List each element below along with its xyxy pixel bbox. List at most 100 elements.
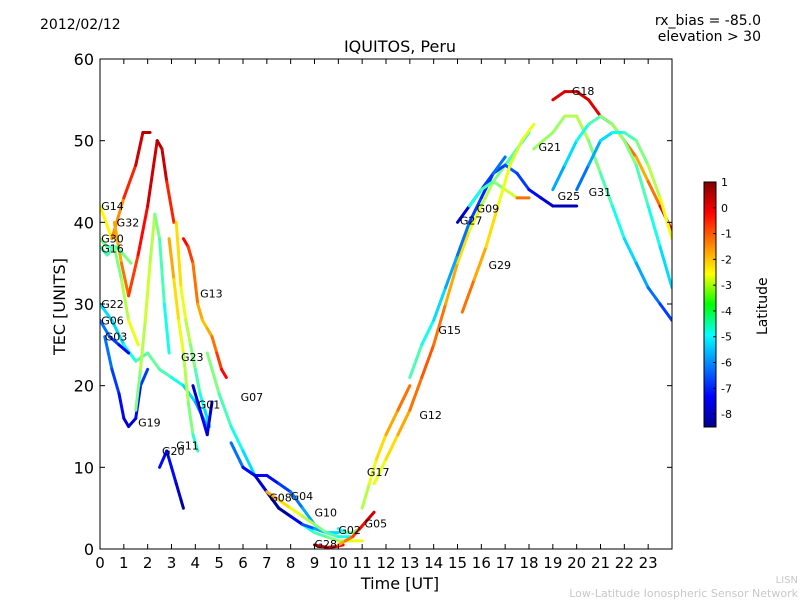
series-segment bbox=[432, 286, 448, 322]
x-axis-ticks: 0 1 2 3 4 5 6 7 8 9 10 11 12 13 14 15 16 17 18 19 20 21 22 23 bbox=[95, 59, 658, 572]
credit-long: Low-Latitude Ionospheric Sensor Network bbox=[569, 587, 798, 600]
series-segment bbox=[496, 163, 512, 208]
series-segment bbox=[158, 367, 173, 379]
y-tick-label: 50 bbox=[74, 132, 94, 151]
series-label: G12 bbox=[419, 409, 442, 422]
series-segment bbox=[503, 188, 519, 200]
y-tick-label: 40 bbox=[74, 213, 94, 232]
series-segment bbox=[155, 139, 164, 151]
series-segment bbox=[479, 180, 495, 208]
series-segment bbox=[646, 204, 662, 249]
x-tick-label: 23 bbox=[639, 554, 658, 572]
credit-short: LISN bbox=[775, 575, 798, 586]
series-label: G07 bbox=[241, 391, 264, 404]
series-segment bbox=[575, 90, 591, 102]
series-segment bbox=[372, 457, 388, 486]
series-segment bbox=[100, 302, 114, 322]
series-segment bbox=[313, 531, 328, 539]
series-segment bbox=[384, 433, 400, 461]
x-tick-label: 12 bbox=[376, 554, 395, 572]
series-segment bbox=[119, 278, 131, 322]
series-segment bbox=[136, 204, 150, 257]
series-segment bbox=[170, 376, 185, 388]
series-segment bbox=[658, 196, 672, 241]
series-segment bbox=[646, 286, 662, 306]
series-segment bbox=[112, 220, 123, 265]
series-label: G32 bbox=[117, 216, 140, 229]
series-g06 bbox=[100, 318, 131, 355]
series-segment bbox=[127, 416, 138, 428]
series-segment bbox=[289, 514, 305, 526]
series-segment bbox=[484, 204, 500, 249]
series-segment bbox=[467, 188, 483, 208]
series-segment bbox=[189, 343, 197, 371]
x-tick-label: 9 bbox=[310, 554, 320, 572]
series-segment bbox=[467, 204, 483, 232]
series-segment bbox=[610, 204, 626, 241]
series-g04 bbox=[241, 465, 340, 535]
series-label: G25 bbox=[558, 190, 581, 203]
series-segment bbox=[634, 139, 650, 167]
series-segment bbox=[110, 318, 126, 347]
series-g15 bbox=[408, 163, 579, 379]
series-segment bbox=[198, 392, 207, 412]
series-segment bbox=[539, 196, 555, 208]
series-segment bbox=[200, 318, 209, 330]
series-segment bbox=[634, 163, 650, 208]
series-segment bbox=[575, 163, 591, 192]
series-label: G11 bbox=[176, 439, 199, 452]
series-label: G02 bbox=[338, 524, 361, 537]
series-segment bbox=[184, 318, 193, 347]
colorbar-tick-label: -3 bbox=[721, 279, 732, 292]
series-segment bbox=[420, 318, 436, 347]
series-g31 bbox=[575, 131, 672, 241]
series-segment bbox=[100, 318, 112, 339]
series-segment bbox=[587, 98, 602, 118]
x-tick-label: 21 bbox=[591, 554, 610, 572]
series-g32 bbox=[112, 139, 176, 298]
series-segment bbox=[193, 367, 202, 396]
colorbar-ticks: 1 0 -1 -2 -3 -4 -5 -6 -7 -8 bbox=[713, 176, 732, 421]
series-segment bbox=[444, 253, 459, 290]
series-segment bbox=[229, 425, 245, 453]
series-segment bbox=[374, 433, 388, 461]
series-segment bbox=[456, 204, 471, 224]
series-segment bbox=[143, 261, 152, 322]
series-segment bbox=[191, 384, 200, 404]
series-g10 bbox=[265, 490, 352, 539]
colorbar-tick-label: -5 bbox=[721, 331, 732, 344]
series-segment bbox=[358, 518, 369, 531]
series-label: G01 bbox=[198, 398, 221, 411]
series-segment bbox=[360, 482, 371, 510]
series-g13 bbox=[181, 237, 228, 379]
date-label: 2012/02/12 bbox=[40, 17, 121, 33]
series-segment bbox=[146, 351, 162, 371]
series-segment bbox=[351, 527, 362, 539]
series-segment bbox=[599, 131, 614, 143]
series-segment bbox=[181, 351, 190, 404]
colorbar-tick-label: -1 bbox=[721, 228, 732, 241]
series-segment bbox=[217, 392, 233, 428]
series-segment bbox=[551, 163, 567, 192]
series-segment bbox=[177, 318, 185, 355]
series-label: G13 bbox=[200, 287, 223, 300]
series-segment bbox=[532, 139, 545, 151]
series-segment bbox=[575, 122, 591, 143]
series-segment bbox=[599, 171, 614, 208]
series-segment bbox=[139, 318, 147, 371]
series-segment bbox=[146, 139, 159, 208]
series-segment bbox=[515, 171, 531, 192]
series-g23 bbox=[174, 220, 212, 428]
series-segment bbox=[265, 474, 281, 486]
series-segment bbox=[112, 245, 123, 281]
series-label: G08 bbox=[269, 492, 292, 505]
x-tick-label: 6 bbox=[238, 554, 248, 572]
series-segment bbox=[658, 245, 672, 290]
series-segment bbox=[658, 302, 672, 322]
series-segment bbox=[313, 523, 328, 535]
series-segment bbox=[148, 212, 157, 265]
series-segment bbox=[289, 506, 305, 518]
series-segment bbox=[205, 327, 214, 339]
series-label: G19 bbox=[138, 416, 161, 429]
series-g01 bbox=[191, 384, 214, 437]
